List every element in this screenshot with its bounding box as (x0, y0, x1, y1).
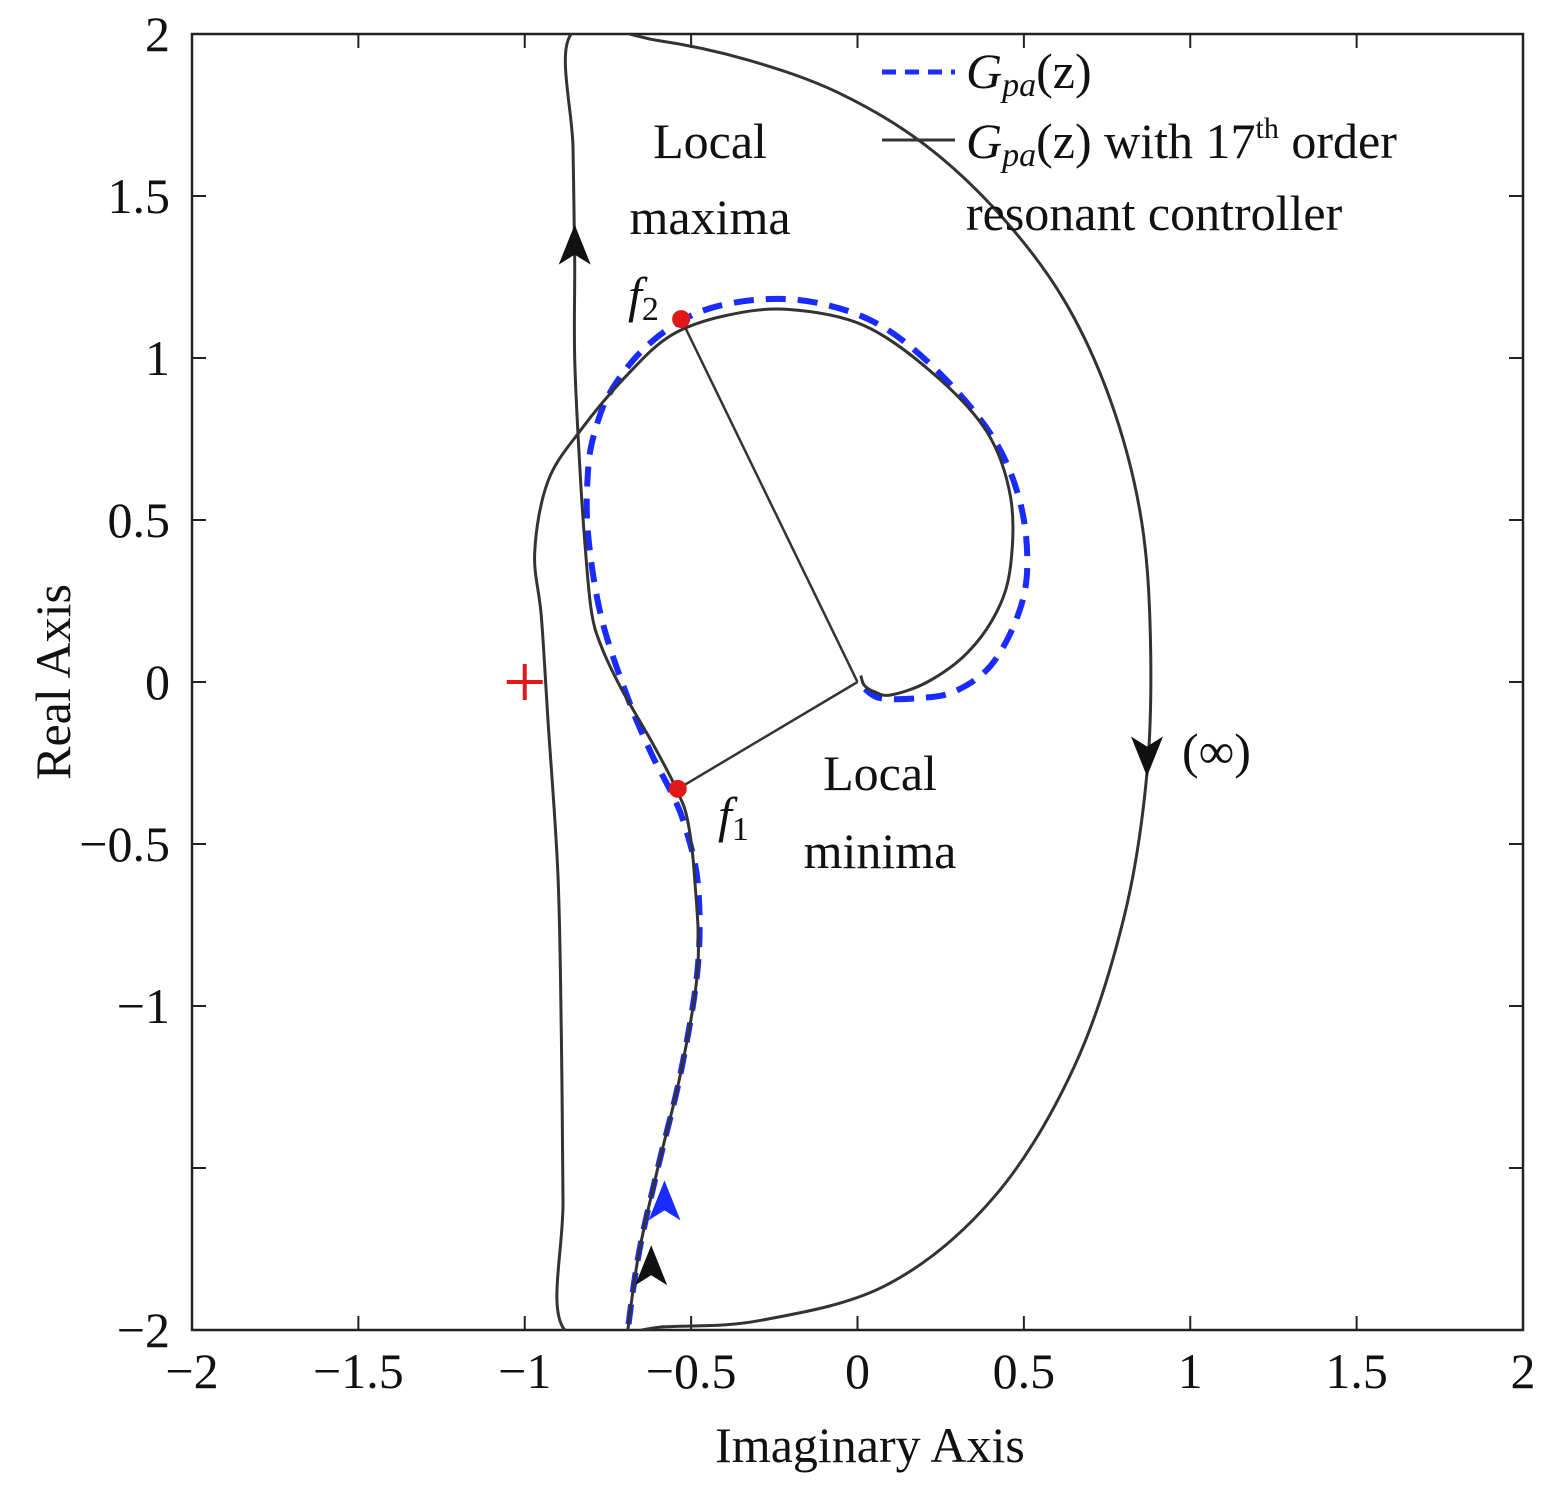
radial-line-f1 (677, 680, 859, 790)
direction-arrow-down (1131, 736, 1163, 777)
x-tick-label: 1 (1178, 1343, 1203, 1399)
y-tick-label: 1.5 (108, 168, 171, 224)
y-tick-label: −2 (117, 1302, 170, 1358)
series-gpa-resonant-solid (533, 34, 1153, 1330)
y-tick-label: 2 (145, 6, 170, 62)
direction-arrow-up (558, 224, 591, 265)
legend-label-gpa-resonant-line2: resonant controller (966, 185, 1343, 241)
y-tick-label: 1 (145, 330, 170, 386)
x-tick-label: −1 (498, 1343, 551, 1399)
y-tick-label: −0.5 (79, 816, 170, 872)
y-axis-ticks: −2 −1 −0.5 0 0.5 1 1.5 2 (79, 6, 1523, 1358)
local-minima-label-line1: Local (823, 745, 937, 801)
critical-point-marker (506, 664, 543, 700)
x-tick-label: −2 (165, 1343, 218, 1399)
x-tick-label: 2 (1511, 1343, 1536, 1399)
y-axis-label: Real Axis (25, 584, 81, 780)
local-maxima-label-line1: Local (653, 113, 767, 169)
y-tick-label: −1 (117, 978, 170, 1034)
f1-label: f1 (718, 787, 749, 848)
radial-line-f2 (680, 318, 859, 683)
x-tick-label: 0 (845, 1343, 870, 1399)
y-tick-label: 0.5 (108, 492, 171, 548)
local-maxima-label-line2: maxima (629, 189, 790, 245)
legend-label-gpa-resonant: Gpa(z) with 17th order (966, 112, 1397, 174)
local-minima-label-line2: minima (804, 823, 957, 879)
x-tick-label: 1.5 (1325, 1343, 1388, 1399)
x-tick-label: 0.5 (993, 1343, 1056, 1399)
marker-f2 (672, 310, 691, 329)
legend-label-gpa: Gpa(z) (966, 43, 1092, 104)
infinity-label: (∞) (1182, 723, 1251, 779)
x-tick-label: −0.5 (646, 1343, 737, 1399)
legend: Gpa(z) Gpa(z) with 17th order resonant c… (882, 43, 1397, 241)
y-tick-label: 0 (145, 654, 170, 710)
x-axis-ticks: −2 −1.5 −1 −0.5 0 0.5 1 1.5 2 (165, 34, 1536, 1399)
x-tick-label: −1.5 (313, 1343, 404, 1399)
direction-arrow-up (635, 1245, 668, 1286)
f2-label: f2 (628, 267, 659, 328)
direction-arrow-up (648, 1180, 681, 1221)
direction-arrows (558, 224, 1163, 1286)
x-axis-label: Imaginary Axis (715, 1417, 1025, 1473)
marker-f1 (668, 779, 687, 798)
